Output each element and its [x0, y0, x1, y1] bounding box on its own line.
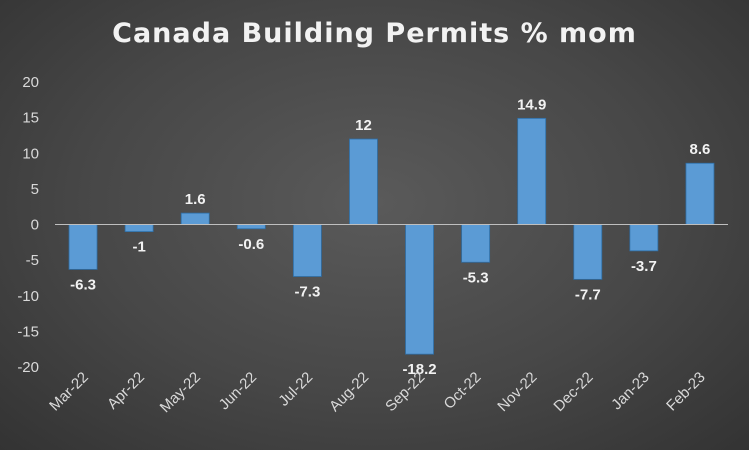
chart-title: Canada Building Permits % mom — [112, 18, 637, 49]
x-tick-label: Dec-22 — [550, 369, 596, 415]
x-tick-label: Feb-23 — [663, 369, 709, 415]
data-label: 8.6 — [690, 141, 711, 158]
bar — [517, 117, 547, 225]
x-tick-label: Jan-23 — [608, 369, 652, 413]
y-tick-label: 15 — [22, 110, 39, 127]
x-tick-label: Jul-22 — [275, 369, 316, 410]
x-tick-label: Jun-22 — [216, 369, 260, 413]
data-label: -1 — [132, 239, 145, 256]
y-tick-label: 0 — [31, 217, 39, 234]
bar — [292, 224, 322, 277]
x-tick-label: Mar-22 — [46, 369, 92, 415]
data-label: -3.7 — [631, 258, 657, 275]
data-label: -18.2 — [402, 361, 436, 378]
bar — [349, 138, 378, 225]
x-tick-label: Aug-22 — [326, 369, 372, 415]
bar — [236, 224, 266, 230]
data-label: -0.6 — [238, 236, 264, 253]
bar — [124, 224, 154, 233]
bar — [629, 224, 659, 252]
x-tick-label: Oct-22 — [441, 369, 485, 413]
bar — [405, 224, 434, 355]
y-tick-label: -20 — [17, 359, 39, 376]
x-tick-label: Nov-22 — [494, 369, 540, 415]
bar — [180, 212, 210, 225]
data-label: 14.9 — [517, 96, 546, 113]
y-tick-label: -10 — [17, 288, 39, 305]
x-tick-label: May-22 — [157, 369, 204, 416]
bar — [685, 162, 715, 225]
bar — [68, 224, 98, 270]
data-label: -6.3 — [70, 276, 96, 293]
y-tick-label: 5 — [31, 181, 39, 198]
data-label: 12 — [355, 117, 372, 134]
data-label: 1.6 — [185, 191, 206, 208]
data-label: -7.3 — [294, 284, 320, 301]
y-tick-label: -5 — [26, 252, 39, 269]
bar — [461, 224, 491, 263]
y-tick-label: 20 — [22, 74, 39, 91]
x-tick-label: Apr-22 — [104, 369, 148, 413]
y-tick-label: -15 — [17, 323, 39, 340]
data-label: -5.3 — [463, 269, 489, 286]
y-tick-label: 10 — [22, 145, 39, 162]
bar — [573, 224, 603, 280]
data-label: -7.7 — [575, 286, 601, 303]
